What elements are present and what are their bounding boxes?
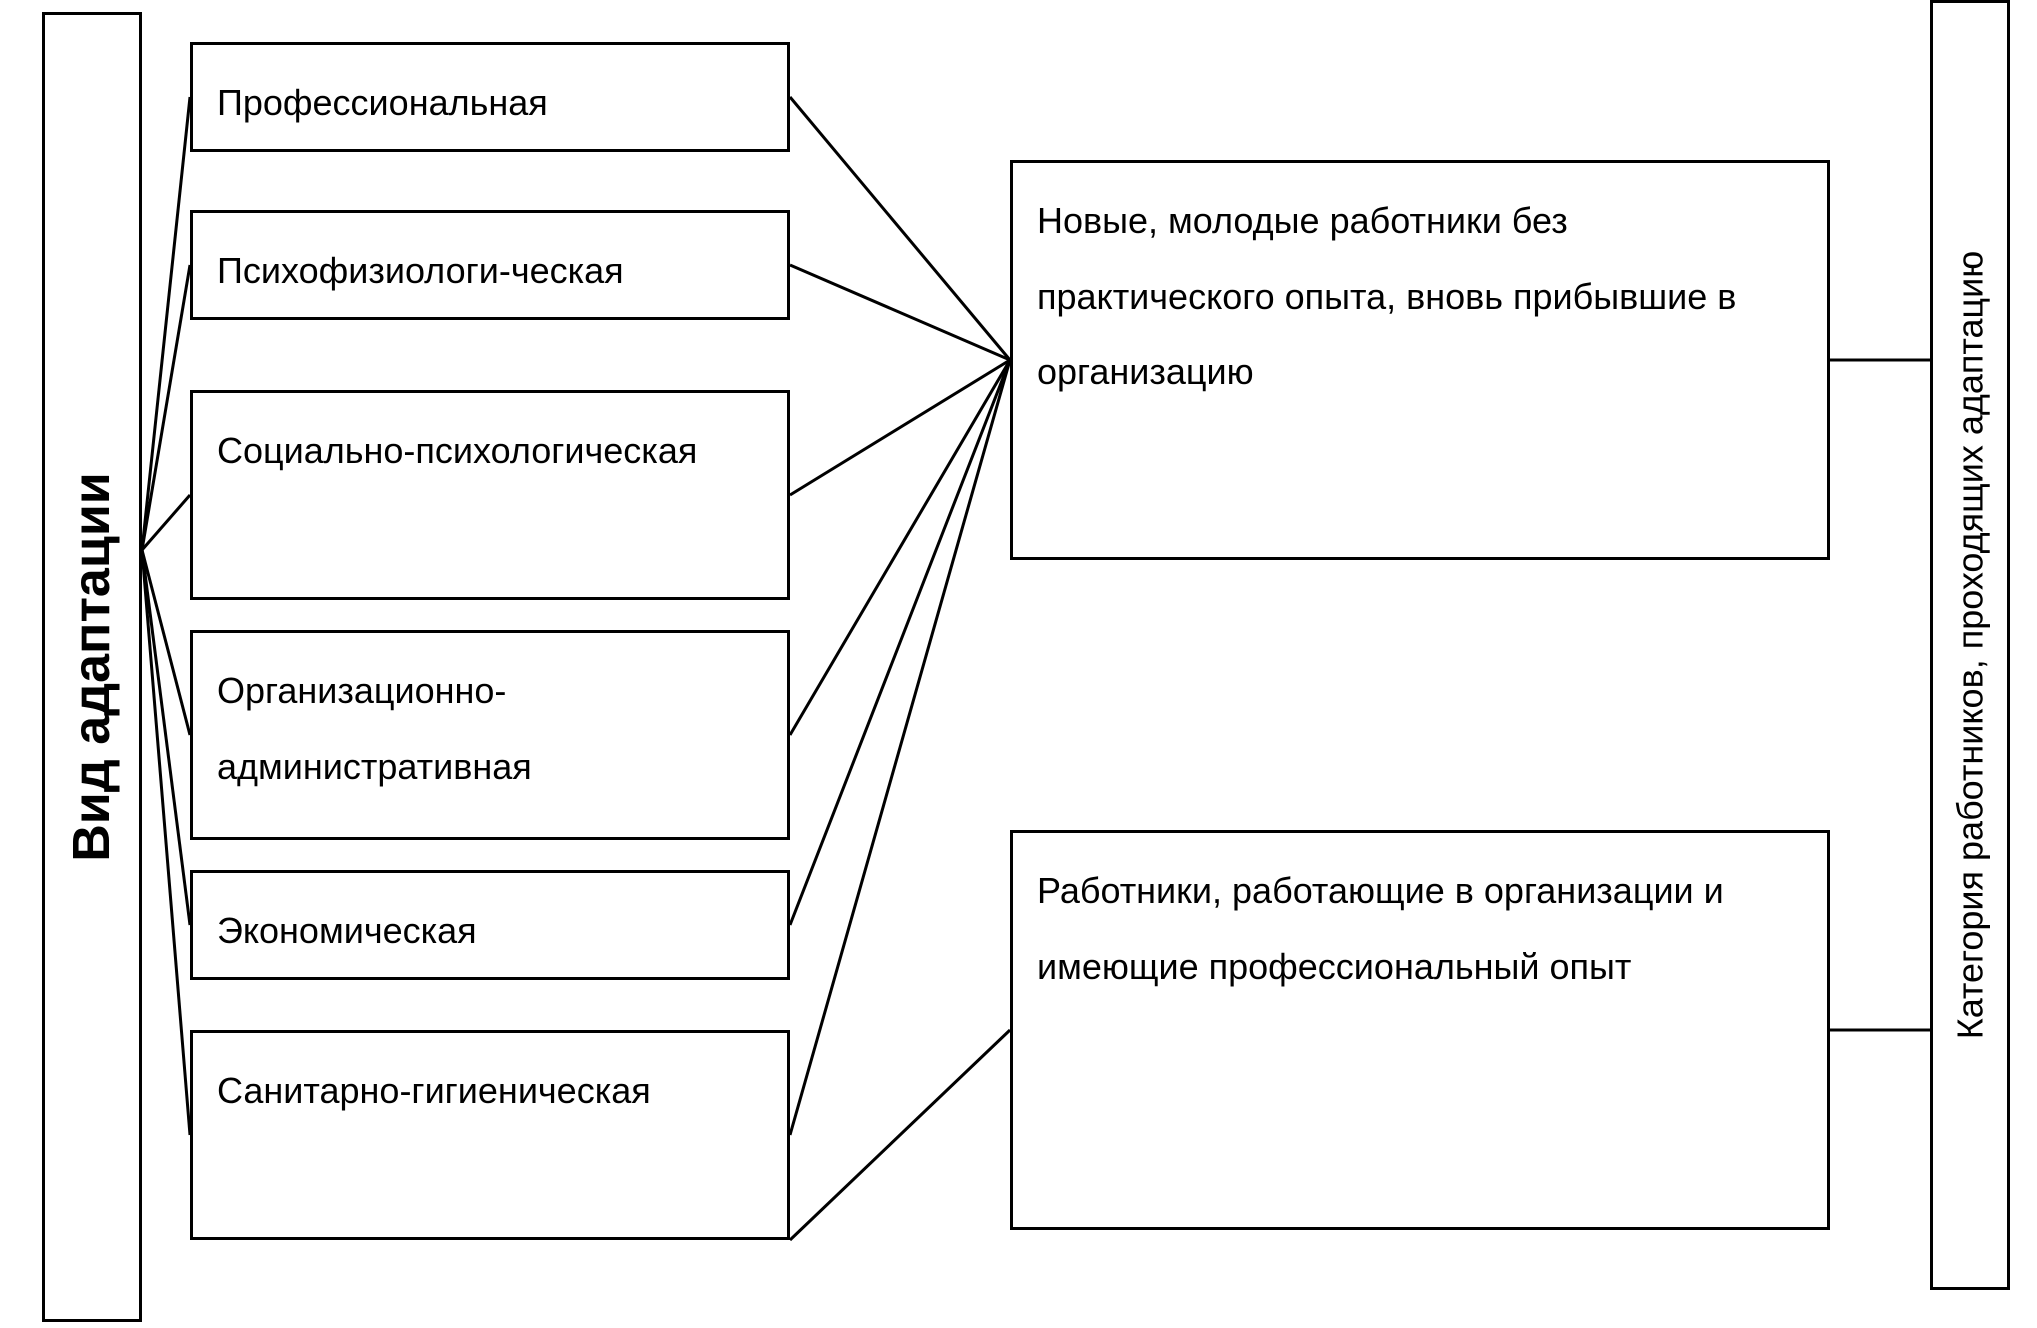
type-org-admin-label: Организационно-административная [217, 653, 763, 804]
type-psychophysiological-label: Психофизиологи-ческая [217, 233, 624, 309]
cat-new-workers: Новые, молодые работники без практическо… [1010, 160, 1830, 560]
type-social-psych: Социально-психологическая [190, 390, 790, 600]
type-sanitary-label: Санитарно-гигиеническая [217, 1053, 651, 1129]
diagram-canvas: Вид адаптации Категория работников, прох… [0, 0, 2037, 1328]
type-sanitary: Санитарно-гигиеническая [190, 1030, 790, 1240]
type-economic-label: Экономическая [217, 893, 477, 969]
left-header-box: Вид адаптации [42, 12, 142, 1322]
left-header-label: Вид адаптации [62, 472, 122, 862]
type-org-admin: Организационно-административная [190, 630, 790, 840]
cat-experienced-workers: Работники, работающие в организации и им… [1010, 830, 1830, 1230]
right-header-label: Категория работников, проходящих адаптац… [1949, 251, 1991, 1040]
type-psychophysiological: Психофизиологи-ческая [190, 210, 790, 320]
type-professional: Профессиональная [190, 42, 790, 152]
right-header-box: Категория работников, проходящих адаптац… [1930, 0, 2010, 1290]
type-social-psych-label: Социально-психологическая [217, 413, 697, 489]
cat-new-workers-label: Новые, молодые работники без практическо… [1037, 183, 1803, 410]
cat-experienced-workers-label: Работники, работающие в организации и им… [1037, 853, 1803, 1004]
type-economic: Экономическая [190, 870, 790, 980]
type-professional-label: Профессиональная [217, 65, 548, 141]
